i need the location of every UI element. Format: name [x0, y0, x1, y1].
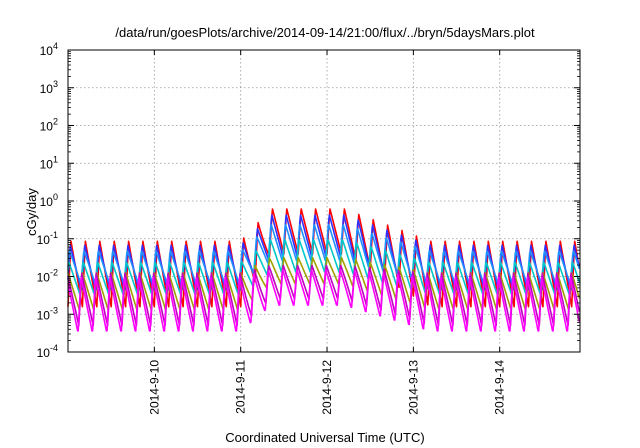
- y-tick-label: 10-2: [37, 268, 58, 285]
- chart-title: /data/run/goesPlots/archive/2014-09-14/2…: [115, 25, 535, 40]
- y-tick-label: 10-1: [37, 230, 58, 247]
- y-tick-label: 103: [40, 79, 58, 96]
- x-tick-label: 2014-9-12: [320, 360, 334, 415]
- y-tick-label: 10-4: [37, 343, 58, 360]
- y-tick-label: 101: [40, 154, 58, 171]
- ticks: 2014-9-10 2014-9-11 2014-9-12 2014-9-13 2014…: [37, 41, 580, 415]
- x-tick-label: 2014-9-10: [147, 360, 161, 415]
- y-tick-label: 10-3: [37, 305, 58, 322]
- y-tick-label: 100: [40, 192, 58, 209]
- x-tick-label: 2014-9-11: [234, 360, 248, 414]
- x-axis-label: Coordinated Universal Time (UTC): [225, 430, 424, 445]
- y-tick-label: 104: [40, 41, 58, 58]
- y-axis-label: cGy/day: [24, 188, 39, 236]
- series-group: [67, 208, 581, 332]
- y-tick-label: 102: [40, 117, 58, 134]
- x-tick-label: 2014-9-13: [406, 360, 420, 415]
- x-tick-label: 2014-9-14: [493, 360, 507, 415]
- series-line-6: [67, 268, 581, 332]
